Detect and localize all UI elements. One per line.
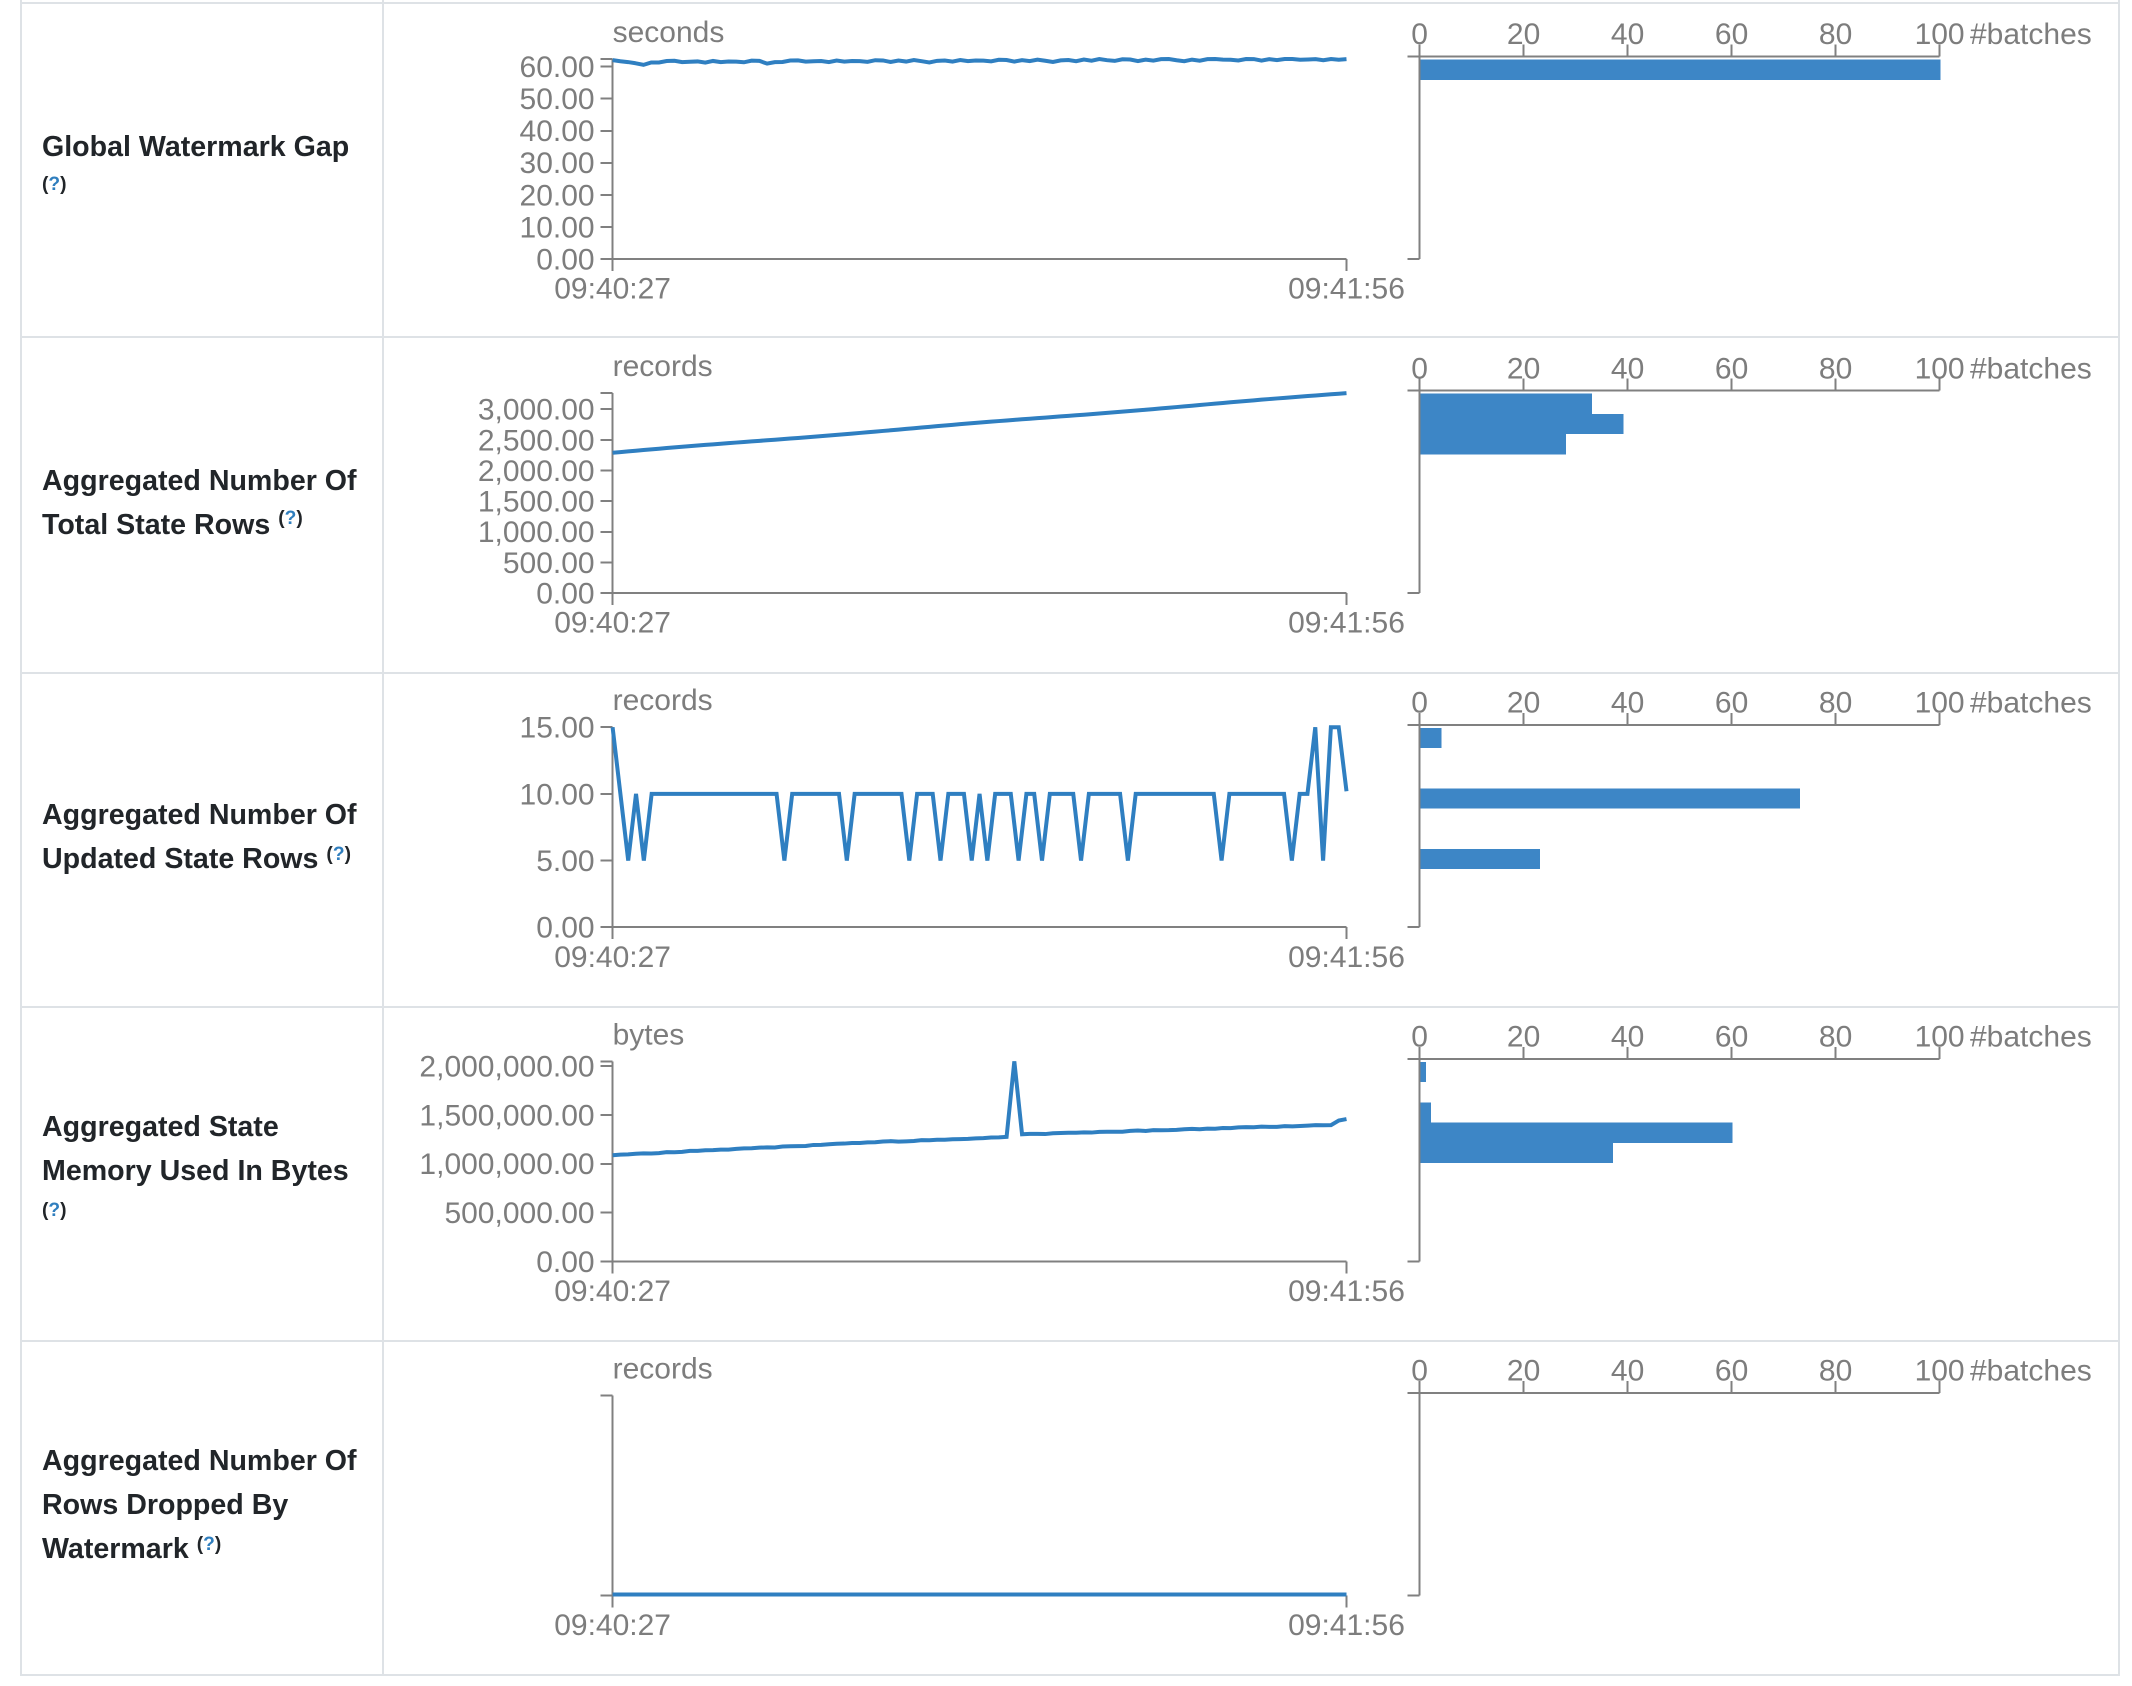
svg-text:2,000,000.00: 2,000,000.00 <box>419 1051 594 1084</box>
svg-text:15.00: 15.00 <box>520 712 595 745</box>
svg-text:0.00: 0.00 <box>536 243 594 276</box>
svg-text:60: 60 <box>1715 18 1748 51</box>
svg-text:2,500.00: 2,500.00 <box>478 424 595 457</box>
svg-text:09:41:56: 09:41:56 <box>1288 273 1405 306</box>
svg-text:40: 40 <box>1611 352 1644 385</box>
svg-text:80: 80 <box>1819 18 1852 51</box>
svg-text:09:41:56: 09:41:56 <box>1288 941 1405 974</box>
svg-text:20: 20 <box>1507 18 1540 51</box>
svg-text:500,000.00: 500,000.00 <box>444 1197 594 1230</box>
svg-text:09:40:27: 09:40:27 <box>554 607 671 640</box>
svg-text:0: 0 <box>1411 1021 1428 1054</box>
svg-text:60: 60 <box>1715 1021 1748 1054</box>
svg-text:40: 40 <box>1611 1021 1644 1054</box>
svg-text:0: 0 <box>1411 1355 1428 1388</box>
svg-text:1,000.00: 1,000.00 <box>478 516 595 549</box>
svg-text:40: 40 <box>1611 686 1644 719</box>
svg-text:40: 40 <box>1611 18 1644 51</box>
svg-text:5.00: 5.00 <box>536 845 594 878</box>
svg-text:09:40:27: 09:40:27 <box>554 1609 671 1642</box>
svg-text:100: 100 <box>1915 1021 1965 1054</box>
svg-text:60: 60 <box>1715 1355 1748 1388</box>
svg-text:1,500,000.00: 1,500,000.00 <box>419 1099 594 1132</box>
svg-text:#batches: #batches <box>1970 686 2092 719</box>
svg-text:records: records <box>613 350 713 383</box>
svg-text:80: 80 <box>1819 1355 1852 1388</box>
svg-text:60.00: 60.00 <box>520 51 595 84</box>
svg-text:2,000.00: 2,000.00 <box>478 455 595 488</box>
svg-text:80: 80 <box>1819 352 1852 385</box>
svg-text:1,000,000.00: 1,000,000.00 <box>419 1148 594 1181</box>
svg-text:100: 100 <box>1915 18 1965 51</box>
svg-text:20: 20 <box>1507 352 1540 385</box>
svg-text:40.00: 40.00 <box>520 115 595 148</box>
svg-text:09:41:56: 09:41:56 <box>1288 1609 1405 1642</box>
svg-text:1,500.00: 1,500.00 <box>478 486 595 519</box>
svg-text:20: 20 <box>1507 1355 1540 1388</box>
svg-text:records: records <box>613 1352 713 1385</box>
svg-text:40: 40 <box>1611 1355 1644 1388</box>
svg-text:0: 0 <box>1411 686 1428 719</box>
svg-text:0.00: 0.00 <box>536 1246 594 1279</box>
svg-text:100: 100 <box>1915 686 1965 719</box>
svg-text:500.00: 500.00 <box>503 547 595 580</box>
svg-text:seconds: seconds <box>613 16 725 49</box>
svg-text:#batches: #batches <box>1970 1355 2092 1388</box>
svg-text:60: 60 <box>1715 352 1748 385</box>
svg-text:0: 0 <box>1411 352 1428 385</box>
svg-text:80: 80 <box>1819 686 1852 719</box>
svg-text:3,000.00: 3,000.00 <box>478 394 595 427</box>
svg-text:50.00: 50.00 <box>520 83 595 116</box>
svg-text:0.00: 0.00 <box>536 578 594 611</box>
svg-text:0: 0 <box>1411 18 1428 51</box>
svg-text:#batches: #batches <box>1970 18 2092 51</box>
svg-text:0.00: 0.00 <box>536 912 594 945</box>
svg-text:#batches: #batches <box>1970 1021 2092 1054</box>
svg-text:20: 20 <box>1507 1021 1540 1054</box>
svg-text:100: 100 <box>1915 1355 1965 1388</box>
svg-text:100: 100 <box>1915 352 1965 385</box>
svg-text:80: 80 <box>1819 1021 1852 1054</box>
svg-text:09:40:27: 09:40:27 <box>554 1275 671 1308</box>
svg-text:10.00: 10.00 <box>520 211 595 244</box>
svg-text:09:41:56: 09:41:56 <box>1288 1275 1405 1308</box>
svg-text:60: 60 <box>1715 686 1748 719</box>
svg-text:bytes: bytes <box>613 1018 685 1051</box>
svg-text:09:41:56: 09:41:56 <box>1288 607 1405 640</box>
svg-text:09:40:27: 09:40:27 <box>554 273 671 306</box>
svg-text:30.00: 30.00 <box>520 147 595 180</box>
svg-text:20: 20 <box>1507 686 1540 719</box>
svg-text:records: records <box>613 684 713 717</box>
svg-text:#batches: #batches <box>1970 352 2092 385</box>
svg-text:10.00: 10.00 <box>520 778 595 811</box>
svg-text:20.00: 20.00 <box>520 179 595 212</box>
svg-text:09:40:27: 09:40:27 <box>554 941 671 974</box>
